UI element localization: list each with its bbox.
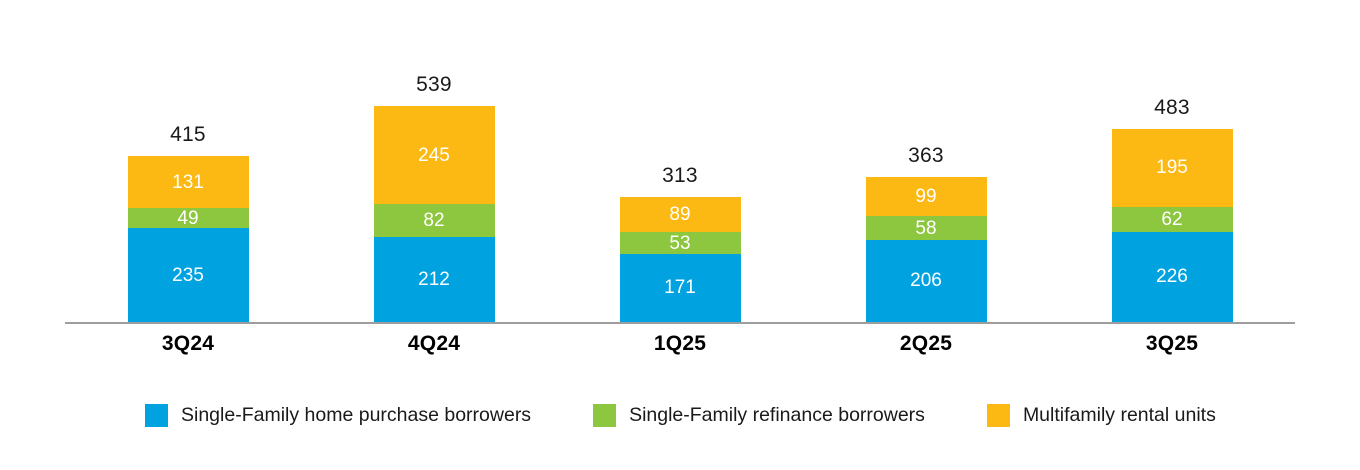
bar-segment-single-family-refinance-borrowers: 82 (373, 204, 495, 238)
stacked-bar-3q24: 131 49 235 (127, 156, 249, 322)
bar-slot-3q25: 483 195 62 226 (1049, 0, 1295, 322)
total-label-3q24: 415 (170, 123, 206, 147)
bar-slot-4q24: 539 245 82 212 (311, 0, 557, 322)
total-label-4q24: 539 (416, 73, 452, 97)
bar-segment-single-family-home-purchase-borrowers: 212 (373, 237, 495, 322)
total-label-2q25: 363 (908, 143, 944, 167)
x-axis-label-3q25: 3Q25 (1145, 332, 1199, 355)
total-label-3q25: 483 (1154, 95, 1190, 119)
bar-segment-single-family-refinance-borrowers: 62 (1111, 206, 1233, 232)
bar-slot-1q25: 313 89 53 171 (557, 0, 803, 322)
bar-segment-multifamily-rental-units: 89 (619, 196, 741, 233)
x-axis-label-2q25: 2Q25 (899, 332, 953, 355)
legend-item-multifamily-rental-units: Multifamily rental units (986, 404, 1216, 427)
legend-swatch-single-family-home-purchase-borrowers (145, 404, 168, 427)
legend-label-single-family-home-purchase-borrowers: Single-Family home purchase borrowers (181, 404, 532, 426)
bar-segment-single-family-refinance-borrowers: 53 (619, 232, 741, 254)
bar-segment-multifamily-rental-units: 195 (1111, 128, 1233, 207)
x-axis-label-4q24: 4Q24 (407, 332, 461, 355)
legend-label-single-family-refinance-borrowers: Single-Family refinance borrowers (629, 404, 925, 426)
legend-swatch-single-family-refinance-borrowers (593, 404, 617, 427)
bar-segment-multifamily-rental-units: 99 (865, 176, 987, 217)
stacked-bar-4q24: 245 82 212 (373, 106, 495, 322)
x-axis-label-1q25: 1Q25 (653, 332, 707, 355)
chart-legend: Single-Family home purchase borrowers Sin… (145, 404, 1216, 427)
bar-segment-single-family-home-purchase-borrowers: 235 (127, 228, 249, 322)
bar-segment-single-family-refinance-borrowers: 58 (865, 216, 987, 240)
bar-slot-2q25: 363 99 58 206 (803, 0, 1049, 322)
bar-slot-3q24: 415 131 49 235 (65, 0, 311, 322)
stacked-bar-2q25: 99 58 206 (865, 176, 987, 322)
bar-segment-multifamily-rental-units: 245 (373, 106, 495, 205)
stacked-bar-1q25: 89 53 171 (619, 196, 741, 322)
bar-segment-single-family-home-purchase-borrowers: 206 (865, 239, 987, 322)
legend-item-single-family-home-purchase-borrowers: Single-Family home purchase borrowers (145, 404, 531, 427)
legend-item-single-family-refinance-borrowers: Single-Family refinance borrowers (593, 404, 925, 427)
chart-plot-area: 415 131 49 235 539 245 82 212 313 89 53 171 363 99 58 2… (65, 0, 1295, 322)
x-axis-labels-row: 3Q24 4Q24 1Q25 2Q25 3Q25 (65, 332, 1295, 356)
stacked-bar-3q25: 195 62 226 (1111, 128, 1233, 322)
bar-segment-single-family-home-purchase-borrowers: 171 (619, 253, 741, 322)
legend-swatch-multifamily-rental-units (986, 404, 1010, 427)
bar-segment-multifamily-rental-units: 131 (127, 156, 249, 209)
x-axis-label-3q24: 3Q24 (161, 332, 215, 355)
x-axis-line (65, 322, 1295, 324)
bar-segment-single-family-refinance-borrowers: 49 (127, 208, 249, 228)
bar-segment-single-family-home-purchase-borrowers: 226 (1111, 231, 1233, 322)
total-label-1q25: 313 (662, 163, 698, 187)
legend-label-multifamily-rental-units: Multifamily rental units (1022, 404, 1216, 426)
